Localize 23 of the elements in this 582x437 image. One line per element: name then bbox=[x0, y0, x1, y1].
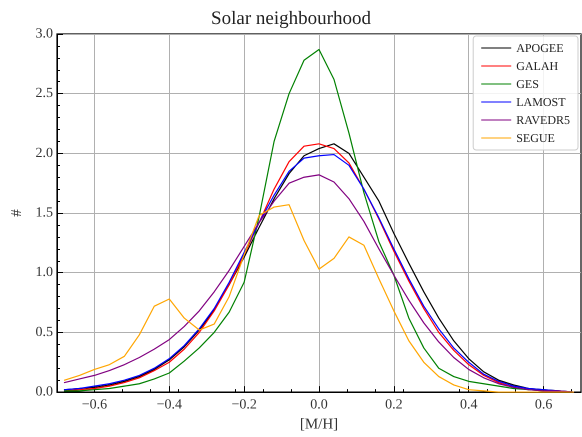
y-tick-label: 0.0 bbox=[36, 384, 53, 400]
legend-label: SEGUE bbox=[516, 131, 555, 145]
x-tick-label: 0.0 bbox=[310, 398, 328, 413]
x-tick-label: 0.2 bbox=[385, 398, 403, 413]
legend-label: RAVEDR5 bbox=[516, 113, 570, 127]
x-tick-label: −0.6 bbox=[82, 398, 108, 413]
y-tick-label: 1.5 bbox=[36, 206, 53, 221]
y-tick-label: 2.0 bbox=[36, 146, 53, 161]
legend-label: GES bbox=[516, 77, 539, 91]
y-tick-label: 0.5 bbox=[36, 324, 53, 340]
y-axis-title: # bbox=[9, 208, 26, 217]
x-axis-title: [M/H] bbox=[300, 416, 338, 432]
chart-title: Solar neighbourhood bbox=[211, 8, 372, 29]
legend-label: APOGEE bbox=[516, 41, 564, 55]
y-tick-label: 2.5 bbox=[36, 86, 53, 102]
x-tick-label: −0.2 bbox=[231, 398, 257, 413]
x-tick-label: 0.6 bbox=[534, 398, 552, 413]
x-tick-label: −0.4 bbox=[156, 398, 182, 413]
x-tick-label: 0.4 bbox=[460, 398, 478, 413]
legend-label: GALAH bbox=[516, 59, 559, 73]
y-tick-label: 1.0 bbox=[36, 265, 53, 280]
y-tick-label: 3.0 bbox=[36, 26, 53, 42]
legend-label: LAMOST bbox=[516, 95, 566, 109]
